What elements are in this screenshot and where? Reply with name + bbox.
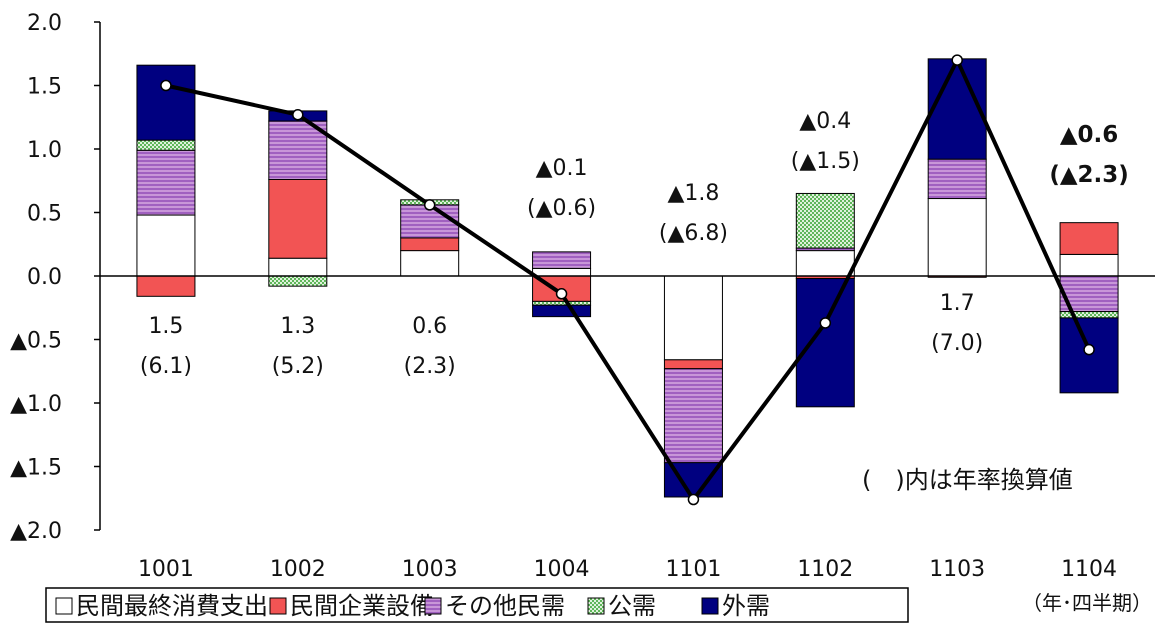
y-tick-label: ▲2.0 xyxy=(10,519,62,544)
axes: 2.0 1.5 1.0 0.5 0.0 ▲0.5 ▲1.0 ▲1.5 ▲2.0 1001 1002 1… xyxy=(10,11,1155,582)
annotation-1104-1: (▲2.3) xyxy=(1049,162,1128,188)
bar-1001-series-1 xyxy=(136,275,196,297)
bar-1003-series-0 xyxy=(400,250,460,277)
bar-1103-series-0 xyxy=(927,198,987,277)
gdp-point-1002 xyxy=(292,108,304,121)
bar-1004-series-4 xyxy=(532,304,592,318)
y-tick-label: ▲1.0 xyxy=(10,392,62,417)
legend-swatch-2 xyxy=(424,597,442,615)
bar-1001-series-3 xyxy=(136,139,196,151)
bar-1004-series-2 xyxy=(532,251,592,269)
bar-1102-series-3 xyxy=(795,192,855,249)
bar-1002-series-2 xyxy=(268,120,328,180)
x-tick-label: 1004 xyxy=(534,557,590,582)
y-tick-label: 0.0 xyxy=(27,265,62,290)
bar-1002-series-3 xyxy=(268,275,328,287)
x-tick-label: 1103 xyxy=(929,557,985,582)
gdp-point-1101 xyxy=(687,493,700,506)
gdp-line-path xyxy=(165,55,1091,504)
y-tick-label: 2.0 xyxy=(27,11,62,36)
y-tick-label: 0.5 xyxy=(27,202,62,227)
annotation-1101-1: (▲6.8) xyxy=(659,221,728,246)
legend-box xyxy=(45,587,909,623)
legend-label-2: その他民需 xyxy=(445,592,565,620)
annotation-1001-0: 1.5 xyxy=(148,314,183,339)
bar-1002-series-1 xyxy=(268,178,328,259)
stacked-bars xyxy=(136,58,1119,498)
value-annotations: 1.5 (6.1) 1.3 (5.2) 0.6 (2.3) ▲0.1 (▲0.6) ▲1.8 (▲… xyxy=(140,109,1129,379)
gdp-point-1102 xyxy=(819,317,832,329)
legend-swatch-4 xyxy=(701,597,719,615)
x-tick-label: 1003 xyxy=(402,557,458,582)
legend-swatch-1 xyxy=(269,597,287,615)
gdp-point-1003 xyxy=(423,199,436,211)
y-tick-label: 1.0 xyxy=(27,138,62,163)
bar-1001-series-0 xyxy=(136,214,196,277)
bar-1102-series-4 xyxy=(795,278,855,408)
x-tick-label: 1101 xyxy=(665,557,721,582)
gdp-point-1103 xyxy=(951,54,963,66)
x-tick-label: 1001 xyxy=(138,557,194,582)
annotation-1103-0: 1.7 xyxy=(940,291,975,316)
gdp-point-1004 xyxy=(555,288,568,300)
bar-1102-series-0 xyxy=(795,250,855,277)
y-tick-label: ▲0.5 xyxy=(10,329,62,354)
legend-label-1: 民間企業設備 xyxy=(290,592,434,620)
x-unit-label: （年･四半期） xyxy=(1022,591,1152,615)
bar-1103-series-4 xyxy=(927,58,987,160)
legend: 民間最終消費支出 民間企業設備 その他民需 公需 外需 xyxy=(45,587,909,623)
bar-1001-series-2 xyxy=(136,149,196,216)
legend-label-4: 外需 xyxy=(722,592,770,620)
y-tick-label: ▲1.5 xyxy=(10,456,62,481)
bar-1101-series-1 xyxy=(663,359,723,370)
x-tick-label: 1002 xyxy=(270,557,326,582)
legend-swatch-0 xyxy=(55,597,73,615)
y-tick-label: 1.5 xyxy=(27,75,62,100)
bar-1004-series-3 xyxy=(532,300,592,306)
annotation-1104-0: ▲0.6 xyxy=(1060,122,1118,148)
bar-1002-series-0 xyxy=(268,257,328,277)
bar-1104-series-1 xyxy=(1059,222,1119,255)
x-tick-label: 1102 xyxy=(797,557,853,582)
legend-swatch-3 xyxy=(587,597,605,615)
annualized-note: ( )内は年率換算値 xyxy=(862,466,1073,494)
gdp-point-1001 xyxy=(160,79,172,92)
gdp-point-1104 xyxy=(1083,343,1095,356)
annotation-1102-0: ▲0.4 xyxy=(799,109,851,134)
annotation-1002-0: 1.3 xyxy=(280,314,315,339)
annotation-1101-0: ▲1.8 xyxy=(667,181,719,206)
gdp-line xyxy=(160,54,1095,506)
bar-1001-series-4 xyxy=(136,64,196,141)
annotation-1003-1: (2.3) xyxy=(404,354,456,379)
bar-1003-series-1 xyxy=(400,237,460,252)
legend-label-3: 公需 xyxy=(608,592,656,620)
annotation-1004-0: ▲0.1 xyxy=(536,156,588,181)
bar-1104-series-3 xyxy=(1059,311,1119,319)
bar-1103-series-2 xyxy=(927,158,987,200)
annotation-1002-1: (5.2) xyxy=(272,354,324,379)
bar-1004-series-0 xyxy=(532,267,592,277)
bar-1101-series-0 xyxy=(663,275,723,361)
annotation-1003-0: 0.6 xyxy=(412,314,447,339)
annotation-1004-1: (▲0.6) xyxy=(527,196,596,221)
annotation-1102-1: (▲1.5) xyxy=(791,149,860,174)
annotation-1001-1: (6.1) xyxy=(140,354,192,379)
legend-label-0: 民間最終消費支出 xyxy=(76,592,268,620)
bar-1101-series-2 xyxy=(663,368,723,464)
bar-1104-series-0 xyxy=(1059,253,1119,277)
x-tick-label: 1104 xyxy=(1061,557,1117,582)
annotation-1103-1: (7.0) xyxy=(931,331,983,356)
